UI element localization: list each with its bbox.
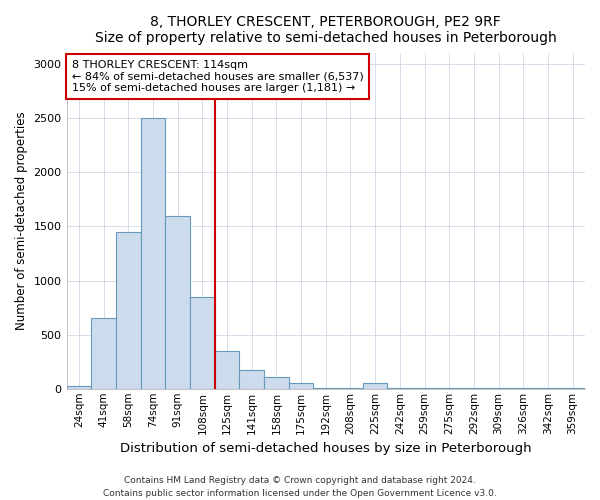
- Bar: [91, 318, 116, 389]
- Bar: [289, 384, 313, 389]
- Bar: [239, 370, 264, 389]
- Bar: [165, 216, 190, 389]
- Bar: [388, 388, 412, 389]
- Bar: [437, 388, 461, 389]
- Bar: [461, 388, 486, 389]
- Bar: [190, 297, 215, 389]
- Bar: [412, 388, 437, 389]
- Bar: [140, 118, 165, 389]
- Bar: [215, 351, 239, 389]
- Bar: [67, 386, 91, 389]
- Bar: [116, 232, 140, 389]
- Y-axis label: Number of semi-detached properties: Number of semi-detached properties: [15, 112, 28, 330]
- Text: 8 THORLEY CRESCENT: 114sqm
← 84% of semi-detached houses are smaller (6,537)
15%: 8 THORLEY CRESCENT: 114sqm ← 84% of semi…: [72, 60, 364, 93]
- Title: 8, THORLEY CRESCENT, PETERBOROUGH, PE2 9RF
Size of property relative to semi-det: 8, THORLEY CRESCENT, PETERBOROUGH, PE2 9…: [95, 15, 557, 45]
- Bar: [264, 377, 289, 389]
- Bar: [313, 388, 338, 389]
- X-axis label: Distribution of semi-detached houses by size in Peterborough: Distribution of semi-detached houses by …: [120, 442, 532, 455]
- Text: Contains HM Land Registry data © Crown copyright and database right 2024.
Contai: Contains HM Land Registry data © Crown c…: [103, 476, 497, 498]
- Bar: [363, 384, 388, 389]
- Bar: [338, 388, 363, 389]
